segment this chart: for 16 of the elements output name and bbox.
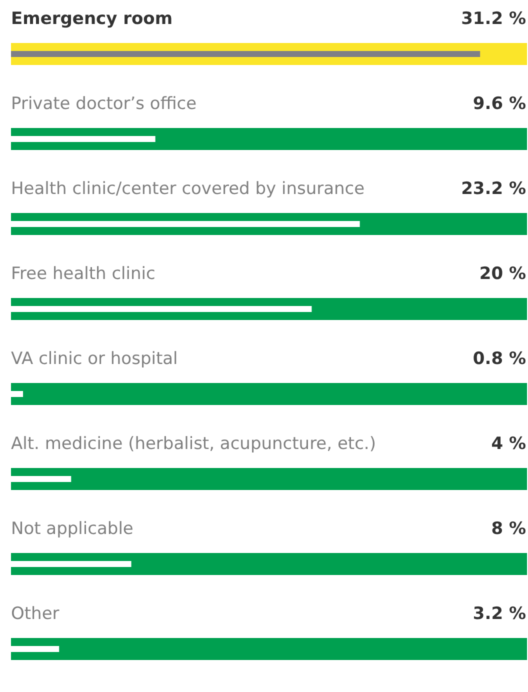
data-label: 23.2 % xyxy=(461,179,526,199)
y-tick-label: Other xyxy=(11,604,60,624)
y-tick-label: Private doctor’s office xyxy=(11,94,197,114)
data-label: 3.2 % xyxy=(472,604,526,624)
y-tick-label: VA clinic or hospital xyxy=(11,349,178,369)
data-label: 31.2 % xyxy=(461,9,526,29)
y-tick-label: Emergency room xyxy=(11,9,173,29)
data-label: 20 % xyxy=(479,264,526,284)
y-tick-label: Alt. medicine (herbalist, acupuncture, etc.) xyxy=(11,434,376,454)
data-label: 9.6 % xyxy=(472,94,526,114)
data-label: 4 % xyxy=(491,434,526,454)
data-label: 0.8 % xyxy=(472,349,526,369)
y-tick-label: Free health clinic xyxy=(11,264,156,284)
data-label: 8 % xyxy=(491,519,526,539)
y-tick-label: Health clinic/center covered by insurance xyxy=(11,179,365,199)
y-tick-label: Not applicable xyxy=(11,519,134,539)
